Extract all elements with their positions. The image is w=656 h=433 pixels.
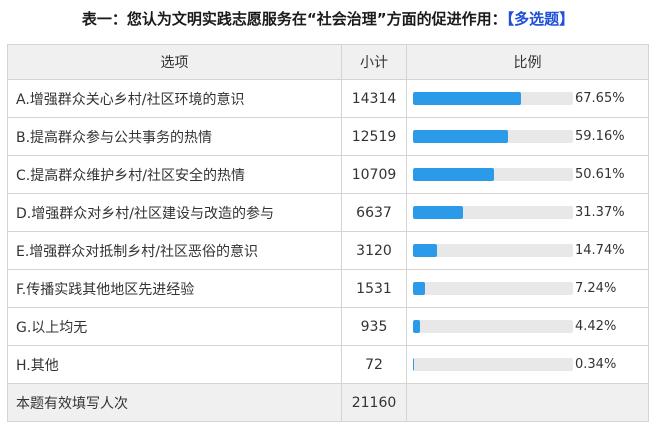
option-count: 6637	[341, 193, 407, 232]
option-label: E.增强群众对抵制乡村/社区恶俗的意识	[7, 231, 342, 270]
table-row: H.其他 72 0.34%	[7, 345, 649, 384]
total-label: 本题有效填写人次	[7, 383, 342, 422]
ratio-cell: 0.34%	[413, 357, 648, 372]
survey-result-table: 选项 小计 比例 A.增强群众关心乡村/社区环境的意识 14314 67.65% B.…	[7, 44, 649, 422]
option-count: 935	[341, 307, 407, 346]
percent-bar-fill	[413, 320, 421, 333]
percent-bar-track	[413, 320, 573, 333]
percent-bar-track	[413, 244, 573, 257]
percent-bar-track	[413, 168, 573, 181]
ratio-cell: 50.61%	[413, 167, 648, 182]
option-label: G.以上均无	[7, 307, 342, 346]
option-count: 3120	[341, 231, 407, 270]
percent-label: 50.61%	[575, 167, 625, 182]
total-count: 21160	[341, 383, 407, 422]
percent-label: 4.42%	[575, 319, 617, 334]
percent-label: 14.74%	[575, 243, 625, 258]
option-label: D.增强群众对乡村/社区建设与改造的参与	[7, 193, 342, 232]
option-ratio: 7.24%	[406, 269, 649, 308]
percent-bar-track	[413, 130, 573, 143]
ratio-cell: 31.37%	[413, 205, 648, 220]
option-count: 12519	[341, 117, 407, 156]
percent-bar-track	[413, 206, 573, 219]
option-label: H.其他	[7, 345, 342, 384]
percent-bar-fill	[413, 358, 414, 371]
percent-bar-fill	[413, 206, 464, 219]
table-header-row: 选项 小计 比例	[7, 44, 649, 80]
option-ratio: 50.61%	[406, 155, 649, 194]
table-row: A.增强群众关心乡村/社区环境的意识 14314 67.65%	[7, 79, 649, 118]
option-ratio: 14.74%	[406, 231, 649, 270]
ratio-cell: 7.24%	[413, 281, 648, 296]
percent-bar-fill	[413, 130, 508, 143]
title-text: 表一：您认为文明实践志愿服务在“社会治理”方面的促进作用：	[81, 10, 507, 28]
percent-bar-track	[413, 282, 573, 295]
table-row: F.传播实践其他地区先进经验 1531 7.24%	[7, 269, 649, 308]
percent-label: 7.24%	[575, 281, 617, 296]
percent-bar-fill	[413, 92, 522, 105]
option-ratio: 59.16%	[406, 117, 649, 156]
ratio-cell: 67.65%	[413, 91, 648, 106]
option-label: B.提高群众参与公共事务的热情	[7, 117, 342, 156]
ratio-cell: 14.74%	[413, 243, 648, 258]
percent-bar-track	[413, 358, 573, 371]
percent-bar-fill	[413, 282, 425, 295]
table-row: G.以上均无 935 4.42%	[7, 307, 649, 346]
table-row: B.提高群众参与公共事务的热情 12519 59.16%	[7, 117, 649, 156]
percent-label: 0.34%	[575, 357, 617, 372]
percent-bar-track	[413, 92, 573, 105]
table-row: C.提高群众维护乡村/社区安全的热情 10709 50.61%	[7, 155, 649, 194]
table-row: D.增强群众对乡村/社区建设与改造的参与 6637 31.37%	[7, 193, 649, 232]
header-count: 小计	[341, 44, 407, 80]
option-count: 1531	[341, 269, 407, 308]
option-ratio: 4.42%	[406, 307, 649, 346]
ratio-cell: 59.16%	[413, 129, 648, 144]
percent-bar-fill	[413, 168, 494, 181]
table-title: 表一：您认为文明实践志愿服务在“社会治理”方面的促进作用：【多选题】	[0, 0, 656, 38]
percent-label: 31.37%	[575, 205, 625, 220]
question-type-tag: 【多选题】	[506, 10, 575, 28]
option-count: 14314	[341, 79, 407, 118]
option-label: F.传播实践其他地区先进经验	[7, 269, 342, 308]
option-ratio: 31.37%	[406, 193, 649, 232]
header-ratio: 比例	[406, 44, 649, 80]
option-label: A.增强群众关心乡村/社区环境的意识	[7, 79, 342, 118]
option-ratio: 0.34%	[406, 345, 649, 384]
option-label: C.提高群众维护乡村/社区安全的热情	[7, 155, 342, 194]
percent-label: 67.65%	[575, 91, 625, 106]
percent-bar-fill	[413, 244, 437, 257]
option-count: 10709	[341, 155, 407, 194]
table-row: E.增强群众对抵制乡村/社区恶俗的意识 3120 14.74%	[7, 231, 649, 270]
option-count: 72	[341, 345, 407, 384]
option-ratio: 67.65%	[406, 79, 649, 118]
ratio-cell: 4.42%	[413, 319, 648, 334]
total-row: 本题有效填写人次 21160	[7, 383, 649, 422]
total-ratio-empty	[406, 383, 649, 422]
percent-label: 59.16%	[575, 129, 625, 144]
header-option: 选项	[7, 44, 342, 80]
